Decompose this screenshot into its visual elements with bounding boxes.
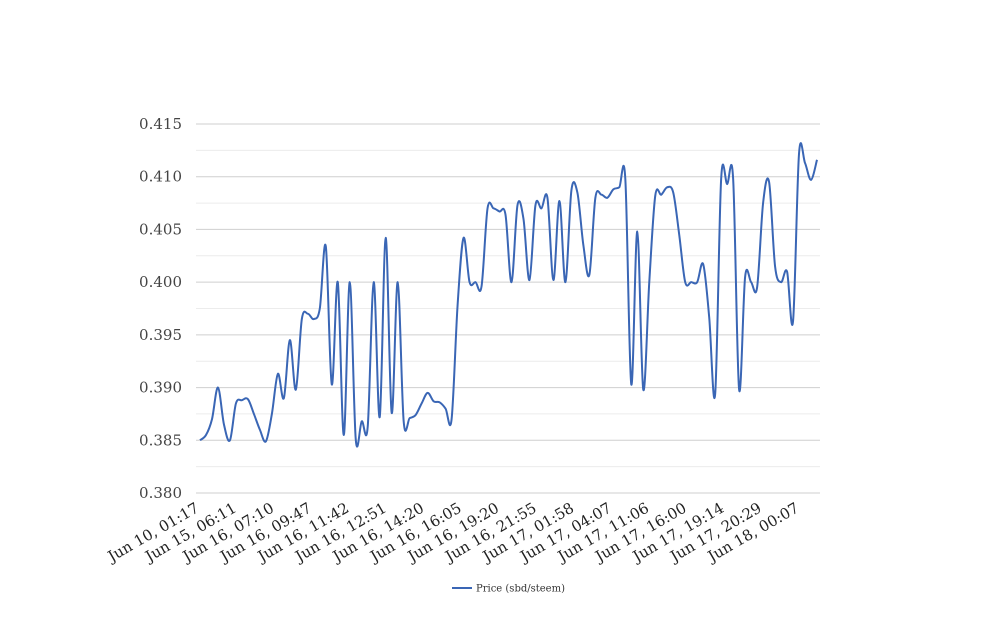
y-tick-label: 0.395: [139, 326, 182, 344]
y-tick-label: 0.405: [139, 220, 182, 238]
series-layer: [199, 142, 818, 448]
y-tick-label: 0.390: [139, 379, 182, 397]
y-tick-label: 0.415: [139, 115, 182, 133]
legend-label: Price (sbd/steem): [476, 584, 565, 595]
y-tick-label: 0.410: [139, 168, 182, 186]
legend: Price (sbd/steem): [452, 584, 565, 595]
series-line: [199, 142, 818, 448]
y-axis: 0.380 0.385 0.390 0.395 0.400 0.405 0.410 0.415: [139, 115, 182, 502]
y-tick-label: 0.380: [139, 484, 182, 502]
y-tick-label: 0.400: [139, 273, 182, 291]
y-tick-label: 0.385: [139, 431, 182, 449]
